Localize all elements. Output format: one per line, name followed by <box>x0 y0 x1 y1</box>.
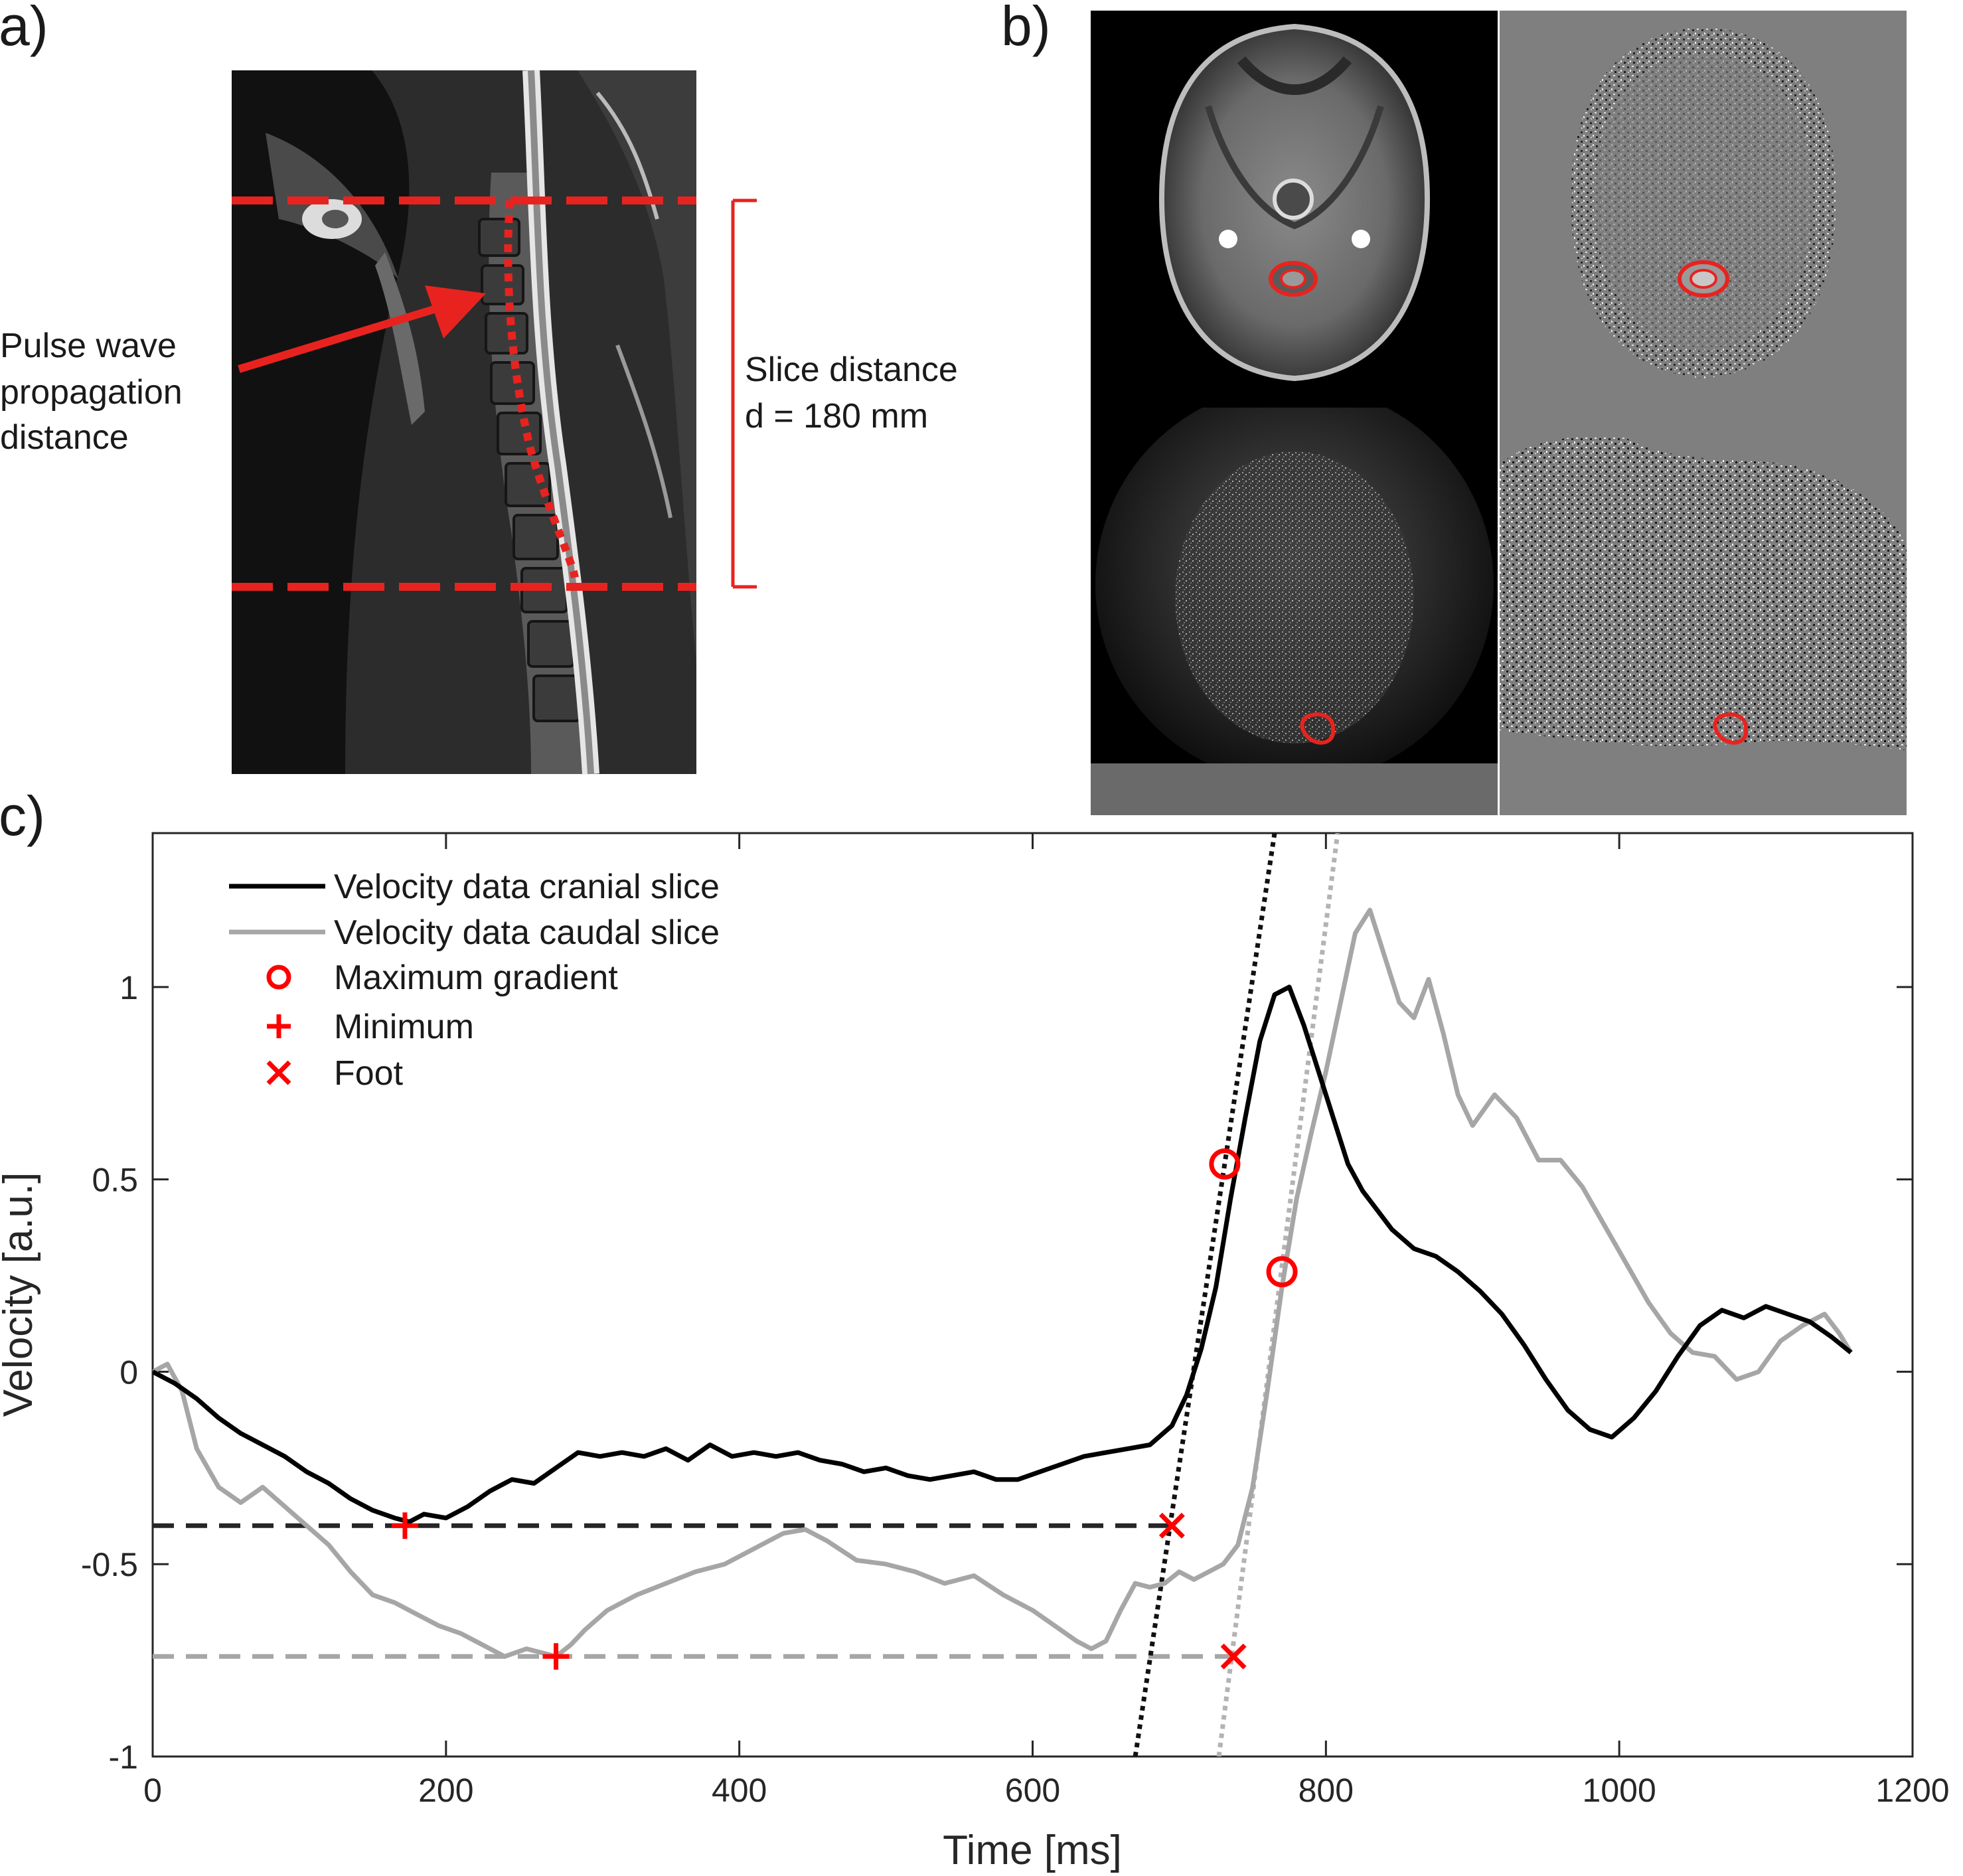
x-tick-label: 800 <box>1298 1772 1354 1809</box>
thorax-magnitude-image <box>1091 408 1498 815</box>
thorax-phase-image <box>1500 408 1907 815</box>
x-tick-label: 200 <box>418 1772 473 1809</box>
foot-marker <box>1158 1512 1185 1539</box>
y-tick-label: -0.5 <box>81 1546 138 1583</box>
series-line-caudal <box>153 907 1853 1659</box>
minimum-marker <box>391 1512 418 1539</box>
legend-item-0-label: Velocity data cranial slice <box>334 868 720 906</box>
x-tick-label: 1200 <box>1875 1772 1949 1809</box>
legend: Velocity data cranial slice Velocity data… <box>229 868 720 1093</box>
velocity-chart: 0 200 400 600 800 1000 1200 -1 -0.5 0 0.5 1 Velocit… <box>0 832 1950 1873</box>
legend-item-2-label: Maximum gradient <box>334 959 618 997</box>
sagittal-mri-image <box>232 70 696 775</box>
series-group <box>153 833 1853 1757</box>
y-axis-label: Velocity [a.u.] <box>0 1172 41 1417</box>
propagation-path <box>504 200 579 579</box>
legend-item-3-label: Minimum <box>334 1008 474 1046</box>
minimum-marker <box>542 1643 570 1670</box>
legend-item-4-label: Foot <box>334 1054 404 1093</box>
legend-item-2-swatch <box>266 965 291 990</box>
x-axis-label: Time [ms] <box>943 1828 1122 1873</box>
max-gradient-marker <box>1209 1148 1241 1180</box>
max-gradient-marker <box>1266 1256 1298 1288</box>
legend-item-4-swatch <box>266 1060 291 1085</box>
panel-b-label: b) <box>1001 0 1051 57</box>
x-tick-label: 1000 <box>1583 1772 1656 1809</box>
marker-group <box>391 1148 1298 1670</box>
neck-magnitude-image <box>1091 11 1498 408</box>
axis-ticks: 0 200 400 600 800 1000 1200 -1 -0.5 0 0.5 1 <box>81 833 1950 1809</box>
foot-marker <box>1220 1643 1247 1670</box>
series-line-cranial <box>153 984 1853 1524</box>
plot-area <box>151 832 1914 1758</box>
legend-item-3-swatch <box>267 1014 291 1038</box>
slice-distance-bracket <box>731 198 757 589</box>
propagation-arrow <box>238 285 486 373</box>
panel-c: c) 0 200 400 600 800 1000 1200 -1 -0.5 0 0.5 1 Velo… <box>0 785 1950 1873</box>
neck-phase-image <box>1500 11 1907 408</box>
x-tick-label: 400 <box>712 1772 767 1809</box>
y-tick-label: 0.5 <box>92 1162 138 1199</box>
slice-distance-text: Slice distance d = 180 mm <box>745 351 967 435</box>
x-tick-label: 600 <box>1005 1772 1060 1809</box>
panel-c-label: c) <box>0 785 45 847</box>
caudal-max-gradient-tangent <box>1216 833 1340 1757</box>
x-tick-label: 0 <box>143 1772 162 1809</box>
panel-a-label: a) <box>0 0 48 57</box>
propagation-distance-text: Pulse wave propagation distance <box>0 327 192 457</box>
panel-a: a) <box>0 0 967 775</box>
cranial-max-gradient-tangent <box>1133 833 1277 1757</box>
y-tick-label: 1 <box>119 969 138 1006</box>
y-tick-label: -1 <box>109 1739 138 1776</box>
legend-item-1-label: Velocity data caudal slice <box>334 913 720 952</box>
panel-b: b) <box>1001 0 1907 815</box>
y-tick-label: 0 <box>119 1354 138 1391</box>
